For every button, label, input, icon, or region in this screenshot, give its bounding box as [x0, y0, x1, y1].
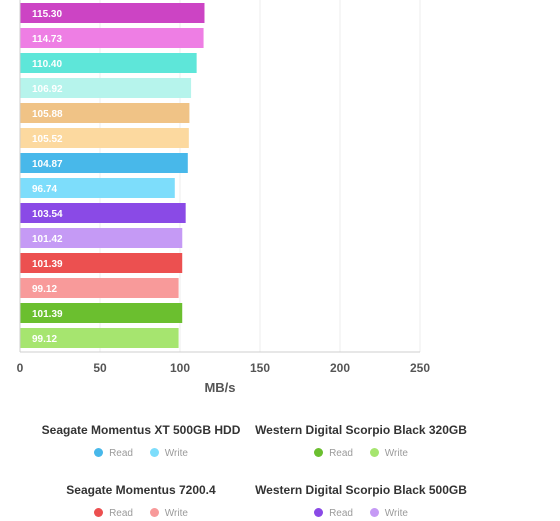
- x-axis-label: MB/s: [204, 380, 235, 395]
- gridlines: [99, 0, 421, 352]
- legend-item-write: Write: [149, 447, 188, 461]
- legend-item-write: Write: [369, 447, 408, 461]
- legend-group: Seagate Momentus 7200.4 Read Write: [16, 481, 266, 521]
- bar-write: [20, 278, 179, 298]
- x-tick-label: 0: [17, 361, 24, 375]
- bar-read: [20, 303, 183, 323]
- bar-value-label: 103.54: [32, 209, 63, 220]
- bar-write: [20, 228, 183, 248]
- legend-write-label: Write: [164, 448, 188, 459]
- bar-value-label: 105.52: [32, 134, 63, 145]
- legend-items: Read Write: [236, 507, 486, 521]
- legend-write-label: Write: [164, 508, 188, 519]
- write-swatch-icon: [149, 448, 159, 457]
- bar-value-label: 101.39: [32, 309, 63, 320]
- legend-item-write: Write: [369, 507, 408, 521]
- legend-title: Seagate Momentus XT 500GB HDD: [41, 423, 241, 437]
- bar-write: [20, 128, 189, 148]
- bar-read: [20, 203, 186, 223]
- bar-write: [20, 328, 179, 348]
- legend-title: Western Digital Scorpio Black 320GB: [255, 423, 467, 437]
- bar-value-label: 99.12: [32, 284, 57, 295]
- x-tick-label: 250: [410, 361, 430, 375]
- legend-item-read: Read: [314, 447, 353, 461]
- legend-group: Seagate Momentus XT 500GB HDD Read Write: [16, 421, 266, 461]
- read-swatch-icon: [314, 448, 324, 457]
- legend-item-write: Write: [149, 507, 188, 521]
- legend-group: Western Digital Scorpio Black 500GB Read…: [236, 481, 486, 521]
- bar-value-label: 114.73: [32, 34, 62, 45]
- x-tick-label: 150: [250, 361, 270, 375]
- legend-group: Western Digital Scorpio Black 320GB Read…: [236, 421, 486, 461]
- legend-read-label: Read: [329, 508, 353, 519]
- x-tick-label: 50: [93, 361, 107, 375]
- bar-read: [20, 103, 190, 123]
- legend-item-read: Read: [94, 507, 133, 521]
- bar-value-label: 104.87: [32, 159, 63, 170]
- bar-value-label: 115.30: [32, 9, 62, 20]
- bar-value-label: 99.12: [32, 334, 57, 345]
- legend: Seagate Momentus XT 500GB HDD Read Write…: [0, 415, 560, 519]
- bar-value-label: 110.40: [32, 59, 62, 70]
- bar-value-label: 101.42: [32, 234, 63, 245]
- bar-read: [20, 153, 188, 173]
- bar-value-label: 96.74: [32, 184, 57, 195]
- bar-chart: 115.30 114.73 110.40 106.92 105.88 105.52 104.…: [17, 0, 431, 395]
- write-swatch-icon: [369, 448, 379, 457]
- legend-write-label: Write: [384, 448, 408, 459]
- legend-items: Read Write: [16, 507, 266, 521]
- bar-read: [20, 3, 205, 23]
- legend-read-label: Read: [109, 448, 133, 459]
- legend-write-label: Write: [384, 508, 408, 519]
- bar-write: [20, 178, 175, 198]
- x-tick-labels: 0 50 100 150 200 250: [17, 361, 431, 375]
- legend-title: Seagate Momentus 7200.4: [66, 483, 216, 497]
- bar-read: [20, 53, 197, 73]
- write-swatch-icon: [369, 508, 379, 517]
- read-swatch-icon: [94, 508, 104, 517]
- bar-write: [20, 78, 192, 98]
- write-swatch-icon: [149, 508, 159, 517]
- legend-title: Western Digital Scorpio Black 500GB: [255, 483, 467, 497]
- bar-read: [20, 253, 183, 273]
- bar-value-label: 106.92: [32, 84, 63, 95]
- read-swatch-icon: [314, 508, 324, 517]
- bar-value-label: 105.88: [32, 109, 63, 120]
- bar-write: [20, 28, 204, 48]
- legend-read-label: Read: [109, 508, 133, 519]
- x-tick-label: 100: [170, 361, 190, 375]
- bar-value-label: 101.39: [32, 259, 63, 270]
- legend-item-read: Read: [94, 447, 133, 461]
- legend-items: Read Write: [236, 447, 486, 461]
- legend-item-read: Read: [314, 507, 353, 521]
- legend-read-label: Read: [329, 448, 353, 459]
- bars: 115.30 114.73 110.40 106.92 105.88 105.52 104.…: [20, 3, 205, 348]
- read-swatch-icon: [94, 448, 104, 457]
- x-tick-label: 200: [330, 361, 350, 375]
- legend-items: Read Write: [16, 447, 266, 461]
